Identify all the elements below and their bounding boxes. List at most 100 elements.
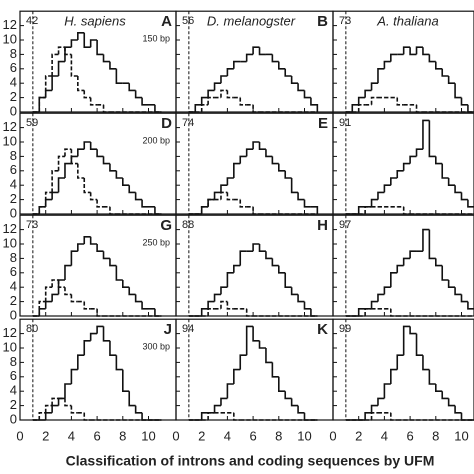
solid-step [441,163,449,179]
solid-step [303,199,311,208]
x-tick-label: 8 [119,428,126,443]
solid-step [252,46,260,55]
solid-step [441,391,449,400]
panel-letter: D [161,115,172,132]
solid-step [96,149,104,158]
solid-step [57,60,65,76]
solid-step [258,340,266,349]
solid-step [377,68,385,84]
solid-step [467,301,474,316]
x-axis-label: Classification of introns and coding seq… [66,453,435,469]
dashed-step [38,412,46,420]
dashed-step [51,397,59,406]
dashed-step [233,412,241,421]
solid-step [310,206,319,214]
sample-count: 73 [339,15,351,27]
solid-step [258,142,266,150]
dashed-step [70,405,78,414]
solid-step [303,412,311,421]
solid-step [141,412,149,421]
solid-step [383,184,391,193]
solid-step [357,308,366,316]
solid-step [226,383,234,399]
dashed-step [364,206,372,214]
solid-step [154,308,162,317]
x-tick-label: 10 [454,428,468,443]
dashed-step [370,412,378,420]
solid-step [70,250,78,266]
y-tick-label: 4 [10,383,17,398]
solid-step [454,185,462,194]
x-tick-label: 6 [93,428,100,443]
solid-step [77,148,85,157]
solid-step [70,368,78,384]
solid-step [258,47,266,56]
solid-step [252,243,260,252]
solid-step [390,368,398,384]
solid-step [89,236,98,245]
panel-letter: K [317,321,328,338]
solid-step [51,404,59,413]
solid-step [377,191,385,200]
solid-step [290,178,299,194]
dashed-step [44,404,53,413]
dashed-step [70,54,78,77]
solid-step [83,340,91,356]
solid-step [44,300,53,309]
dashed-step [38,96,46,112]
solid-step [351,104,359,112]
solid-step [109,340,117,356]
solid-step [271,258,279,267]
solid-step [364,89,372,98]
solid-step [252,141,260,150]
y-tick-label: 12 [3,325,17,340]
x-tick-label: 2 [198,428,205,443]
y-tick-label: 4 [10,177,17,192]
solid-step [454,287,462,296]
dashed-step [51,170,59,193]
sample-count: 74 [182,117,194,129]
x-tick-label: 4 [68,428,75,443]
solid-step [64,383,72,399]
y-tick-label: 12 [3,221,17,236]
panel-letter: G [160,217,172,234]
solid-step [115,355,123,371]
y-tick-label: 2 [10,191,17,206]
dashed-step [38,206,46,214]
y-tick-label: 8 [10,148,17,163]
solid-step [428,369,436,385]
solid-step [226,68,234,76]
solid-step [77,354,85,370]
solid-step [245,325,254,356]
solid-step [64,264,72,280]
y-tick-label: 6 [10,60,17,75]
panel-frame [19,318,177,421]
dashed-step [70,294,78,303]
solid-step [383,60,391,69]
dashed-step [252,206,260,215]
solid-step [284,272,292,288]
solid-step [357,96,366,105]
solid-step [207,300,215,309]
dashed-step [38,300,46,316]
dashed-step [200,206,209,214]
dashed-step [226,301,234,310]
solid-step [409,47,417,56]
y-tick-label: 10 [3,339,17,354]
y-tick-label: 10 [3,235,17,250]
solid-step [271,156,279,165]
organism-label: A. thaliana [376,14,438,29]
solid-step [141,97,149,106]
solid-step [102,251,110,260]
panel-frame [332,10,474,113]
dashed-step [51,279,59,288]
solid-step [122,178,130,186]
dashed-step [57,155,65,171]
solid-step [102,156,110,165]
dashed-step [239,199,247,208]
solid-step [51,75,59,91]
x-tick-label: 6 [249,428,256,443]
y-tick-label: 8 [10,354,17,369]
solid-step [213,404,221,413]
y-tick-label: 0 [10,411,17,426]
